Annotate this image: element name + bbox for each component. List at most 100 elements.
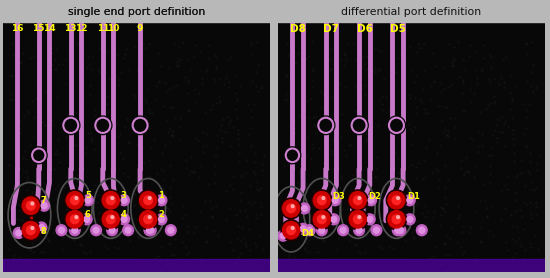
Point xyxy=(469,138,477,143)
Point xyxy=(130,45,139,50)
Point xyxy=(370,66,379,71)
Point xyxy=(202,131,211,136)
Text: D8: D8 xyxy=(290,24,306,34)
Point xyxy=(454,204,463,208)
Point xyxy=(531,212,540,217)
Point xyxy=(76,242,85,246)
Point xyxy=(144,177,152,181)
Point xyxy=(65,53,74,57)
Point xyxy=(304,210,312,214)
Point xyxy=(309,123,318,127)
Point xyxy=(443,133,452,138)
Point xyxy=(305,115,314,119)
Circle shape xyxy=(287,204,295,213)
Circle shape xyxy=(158,216,164,222)
Point xyxy=(527,212,536,216)
Point xyxy=(337,207,346,212)
Point xyxy=(326,56,334,61)
Point xyxy=(10,134,19,138)
Circle shape xyxy=(138,190,158,211)
Point xyxy=(372,155,381,160)
Point xyxy=(257,84,266,88)
Point xyxy=(527,215,536,220)
Point xyxy=(116,131,125,136)
Point xyxy=(531,186,540,190)
Point xyxy=(17,218,26,222)
Point xyxy=(393,56,402,60)
Point xyxy=(68,197,77,201)
Point xyxy=(289,203,298,208)
Point xyxy=(375,67,383,72)
Point xyxy=(23,109,32,114)
Point xyxy=(507,261,516,265)
Point xyxy=(373,123,382,128)
Point xyxy=(440,241,449,245)
Point xyxy=(47,219,56,223)
Point xyxy=(459,224,468,228)
Point xyxy=(293,180,302,185)
Point xyxy=(437,213,446,217)
Point xyxy=(319,92,328,96)
Circle shape xyxy=(328,214,339,225)
Point xyxy=(142,211,151,215)
Point xyxy=(511,84,520,89)
Point xyxy=(433,151,442,155)
Circle shape xyxy=(121,197,127,203)
Point xyxy=(329,62,338,66)
Point xyxy=(228,187,237,191)
Point xyxy=(507,212,515,217)
Circle shape xyxy=(101,190,121,211)
Point xyxy=(37,249,46,254)
Point xyxy=(531,205,540,209)
Point xyxy=(30,237,38,242)
Point xyxy=(49,167,58,171)
Point xyxy=(383,198,392,203)
Point xyxy=(476,239,485,244)
Circle shape xyxy=(322,216,324,219)
Point xyxy=(298,175,306,179)
Point xyxy=(184,80,192,85)
Circle shape xyxy=(41,203,47,209)
Bar xyxy=(278,259,544,272)
Point xyxy=(221,189,230,193)
Point xyxy=(166,234,175,238)
Point xyxy=(235,198,244,202)
Point xyxy=(369,225,378,229)
Point xyxy=(185,250,194,254)
Point xyxy=(522,41,531,46)
Point xyxy=(31,156,40,160)
Point xyxy=(224,85,233,90)
Point xyxy=(129,189,138,193)
Point xyxy=(137,73,146,77)
Point xyxy=(498,260,507,265)
Point xyxy=(19,218,28,223)
Point xyxy=(75,58,84,62)
Point xyxy=(33,85,42,89)
Point xyxy=(521,247,530,252)
Point xyxy=(23,178,31,182)
Point xyxy=(238,172,246,177)
Point xyxy=(376,49,385,53)
Point xyxy=(436,223,444,227)
Point xyxy=(130,192,139,196)
Point xyxy=(30,53,38,58)
Point xyxy=(292,218,301,222)
Point xyxy=(15,131,24,135)
Point xyxy=(92,124,101,129)
Point xyxy=(101,49,110,53)
Point xyxy=(283,231,292,235)
Point xyxy=(247,143,256,147)
Point xyxy=(441,234,450,238)
Point xyxy=(135,96,144,100)
Point xyxy=(115,77,124,81)
Point xyxy=(483,103,492,107)
Circle shape xyxy=(404,214,415,225)
Point xyxy=(32,97,41,102)
Point xyxy=(23,223,31,227)
Circle shape xyxy=(22,222,39,239)
Point xyxy=(252,212,261,216)
Point xyxy=(360,215,369,219)
Point xyxy=(459,80,468,85)
Point xyxy=(225,206,234,210)
Point xyxy=(535,153,543,157)
